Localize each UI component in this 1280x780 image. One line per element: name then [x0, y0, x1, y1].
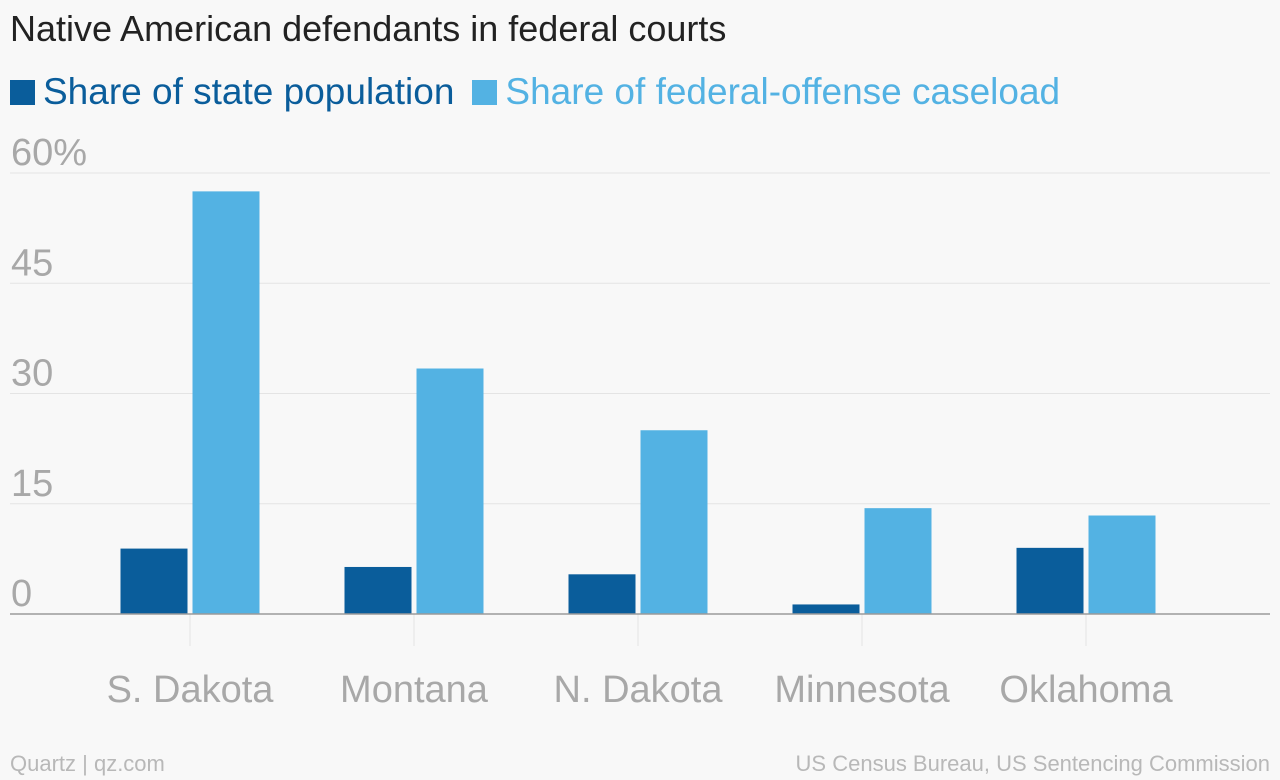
x-tick-label: Oklahoma [999, 669, 1173, 711]
bar-caseload [864, 508, 932, 614]
footer-credit: Quartz | qz.com [10, 751, 165, 776]
x-tick-label: N. Dakota [554, 669, 724, 711]
chart-title: Native American defendants in federal co… [10, 8, 727, 49]
legend: Share of state population Share of feder… [10, 70, 1078, 114]
x-tick-label: Montana [340, 669, 489, 711]
legend-item-caseload: Share of federal-offense caseload [472, 71, 1060, 113]
y-tick-label: 60% [11, 132, 87, 174]
y-tick-label: 45 [11, 242, 53, 284]
bar-population [120, 548, 188, 614]
y-tick-label: 30 [11, 353, 53, 395]
bar-population [1016, 547, 1084, 614]
legend-label-population: Share of state population [43, 71, 455, 112]
x-tick-label: Minnesota [774, 669, 950, 711]
y-tick-label: 15 [11, 463, 53, 505]
legend-label-caseload: Share of federal-offense caseload [505, 71, 1061, 112]
bar-caseload [640, 430, 708, 614]
bar-caseload [1088, 515, 1156, 614]
y-tick-label: 0 [11, 573, 32, 615]
legend-item-population: Share of state population [10, 71, 454, 113]
footer-source: US Census Bureau, US Sentencing Commissi… [795, 751, 1270, 776]
legend-swatch-population [10, 79, 35, 105]
bar-population [792, 604, 860, 614]
bar-population [344, 566, 412, 614]
bar-caseload [416, 368, 484, 614]
x-tick-label: S. Dakota [107, 669, 275, 711]
bar-population [568, 574, 636, 614]
legend-swatch-caseload [472, 79, 498, 105]
bar-caseload [192, 191, 260, 614]
